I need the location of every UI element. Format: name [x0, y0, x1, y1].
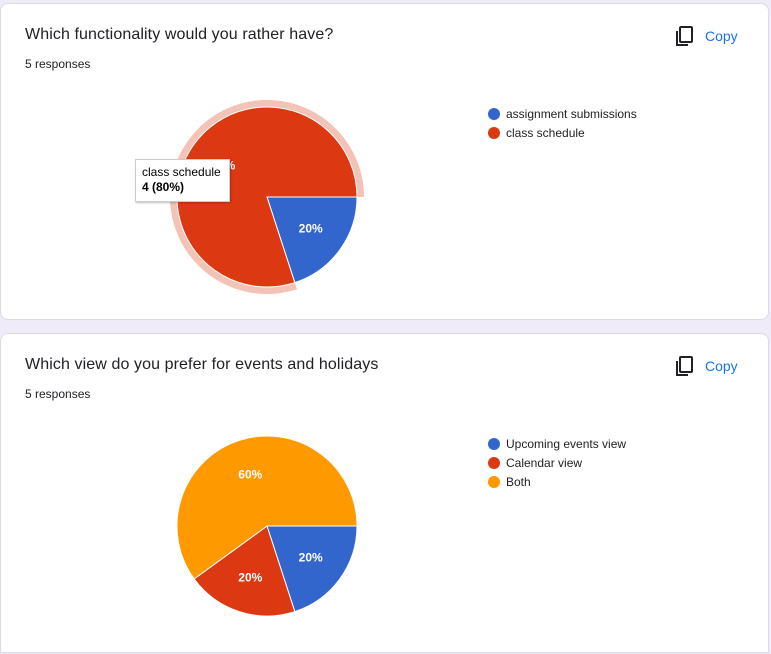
- legend-item[interactable]: Upcoming events view: [488, 434, 626, 453]
- legend-swatch: [488, 126, 500, 139]
- legend-swatch: [488, 437, 500, 450]
- copy-label: Copy: [705, 358, 738, 374]
- question-title: Which view do you prefer for events and …: [25, 356, 379, 373]
- pie-slice-both[interactable]: [176, 435, 358, 580]
- slice-percent-label: 20%: [299, 222, 323, 236]
- pie-slice-calendar-view[interactable]: [193, 525, 296, 617]
- legend-item[interactable]: Both: [488, 472, 626, 491]
- chart-legend: Upcoming events view Calendar view Both: [488, 434, 626, 491]
- pie-slice-upcoming-events-view[interactable]: [266, 525, 358, 613]
- response-count: 5 responses: [25, 387, 91, 401]
- legend-label: Both: [506, 474, 531, 489]
- slice-percent-label: 20%: [299, 551, 323, 565]
- question-title: Which functionality would you rather hav…: [25, 26, 334, 43]
- legend-swatch: [488, 107, 500, 120]
- legend-swatch: [488, 456, 500, 469]
- copy-label: Copy: [705, 28, 738, 44]
- tooltip-value: 4 (80%): [142, 180, 185, 194]
- legend-label: assignment submissions: [506, 106, 637, 121]
- chart-card-events-view: Which view do you prefer for events and …: [0, 333, 769, 653]
- slice-percent-label: 20%: [238, 570, 262, 584]
- response-count: 5 responses: [25, 57, 91, 71]
- chart-legend: assignment submissions class schedule: [488, 104, 637, 142]
- legend-label: class schedule: [506, 125, 585, 140]
- pie-slice-assignment-submissions[interactable]: [266, 196, 358, 284]
- copy-button[interactable]: Copy: [673, 22, 753, 50]
- slice-percent-label: 60%: [238, 468, 262, 482]
- tooltip-label: class schedule: [142, 165, 221, 179]
- legend-swatch: [488, 475, 500, 488]
- legend-item[interactable]: assignment submissions: [488, 104, 637, 123]
- pie-chart[interactable]: 20% 20% 60%: [1, 334, 770, 654]
- legend-item[interactable]: Calendar view: [488, 453, 626, 472]
- slice-tooltip: class schedule 4 (80%): [135, 159, 230, 202]
- copy-icon: [673, 355, 695, 377]
- copy-button[interactable]: Copy: [673, 352, 753, 380]
- chart-card-functionality: Which functionality would you rather hav…: [0, 3, 769, 320]
- pie-chart[interactable]: 20%80%: [1, 4, 770, 321]
- legend-label: Calendar view: [506, 455, 583, 470]
- legend-item[interactable]: class schedule: [488, 123, 637, 142]
- legend-label: Upcoming events view: [506, 436, 627, 451]
- copy-icon: [673, 25, 695, 47]
- pie-slice-class-schedule[interactable]: [176, 106, 358, 288]
